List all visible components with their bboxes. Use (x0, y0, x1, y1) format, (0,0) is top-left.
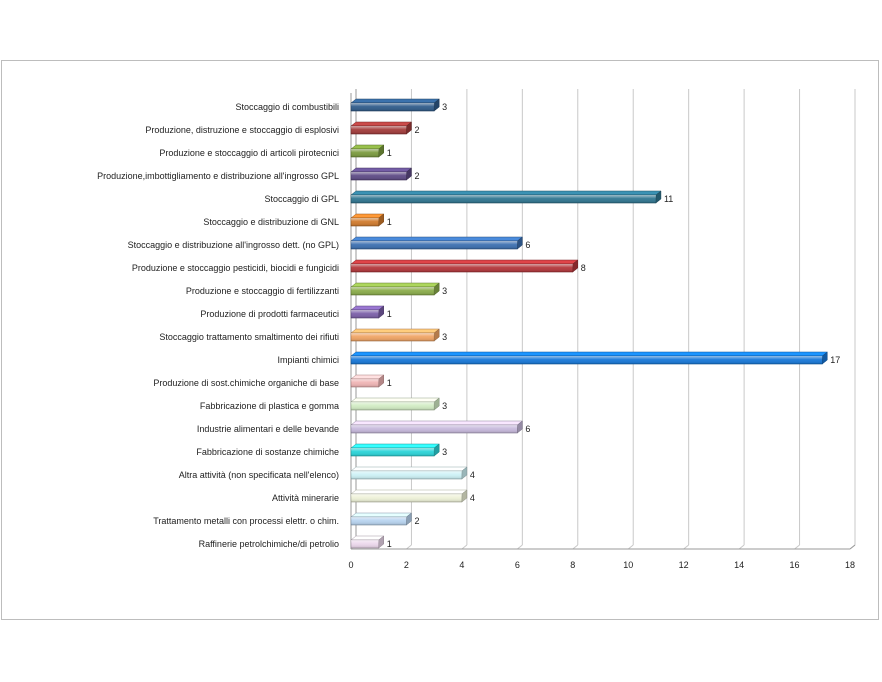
bar (350, 512, 413, 526)
data-label: 11 (664, 194, 673, 204)
gridline-floor (406, 544, 412, 550)
bar (350, 374, 385, 388)
bar (350, 144, 385, 158)
category-label: Stoccaggio e distribuzione di GNL (203, 217, 339, 227)
gridline-floor (572, 544, 579, 550)
category-label: Altra attività (non specificata nell'ele… (179, 470, 339, 480)
data-label: 3 (442, 447, 447, 457)
data-label: 3 (442, 102, 447, 112)
data-label: 1 (387, 217, 392, 227)
data-label: 3 (442, 332, 447, 342)
data-label: 4 (470, 493, 475, 503)
category-label: Produzione di sost.chimiche organiche di… (153, 378, 339, 388)
category-label: Stoccaggio di combustibili (235, 102, 339, 112)
bar (350, 305, 385, 319)
x-tick-labels: 0 2 4 6 8 10 12 14 16 18 (348, 560, 855, 570)
bar (350, 98, 440, 112)
category-labels: Stoccaggio di combustibili Produzione, di… (97, 102, 339, 549)
x-tick-label: 10 (623, 560, 633, 570)
chart-frame: Stoccaggio di combustibili Produzione, di… (1, 60, 879, 620)
gridlines (350, 89, 856, 550)
category-label: Produzione e stoccaggio di articoli piro… (159, 148, 339, 158)
category-label: Attività minerarie (272, 493, 339, 503)
bar (350, 190, 662, 204)
data-label: 2 (414, 171, 419, 181)
bar (350, 121, 413, 135)
bar (350, 328, 440, 342)
x-tick-label: 2 (404, 560, 409, 570)
x-tick-label: 16 (790, 560, 800, 570)
category-label: Stoccaggio e distribuzione all'ingrosso … (128, 240, 339, 250)
data-label: 1 (387, 378, 392, 388)
axes (350, 89, 856, 550)
data-label: 3 (442, 286, 447, 296)
category-label: Industrie alimentari e delle bevande (197, 424, 339, 434)
bar (350, 397, 440, 411)
category-label: Fabbricazione di sostanze chimiche (196, 447, 339, 457)
category-label: Produzione e stoccaggio di fertilizzanti (186, 286, 339, 296)
data-label: 2 (414, 125, 419, 135)
bar (350, 351, 828, 365)
bar (350, 236, 524, 250)
category-label: Stoccaggio trattamento smaltimento dei r… (159, 332, 339, 342)
x-axis-edge (849, 544, 856, 550)
x-tick-label: 0 (348, 560, 353, 570)
bar (350, 420, 524, 434)
x-tick-label: 18 (845, 560, 855, 570)
gridline-floor (738, 544, 745, 550)
bar (350, 213, 385, 227)
data-label: 4 (470, 470, 475, 480)
bar (350, 167, 413, 181)
data-label: 17 (830, 355, 840, 365)
gridline-floor (794, 544, 800, 550)
bars (350, 98, 828, 549)
category-label: Stoccaggio di GPL (264, 194, 339, 204)
x-tick-label: 4 (459, 560, 464, 570)
data-label: 8 (581, 263, 586, 273)
data-label: 1 (387, 309, 392, 319)
gridline-floor (517, 544, 523, 550)
data-label: 1 (387, 539, 392, 549)
x-tick-label: 8 (570, 560, 575, 570)
data-label: 1 (387, 148, 392, 158)
data-label: 3 (442, 401, 447, 411)
gridline-floor (683, 544, 689, 550)
data-label: 6 (525, 240, 530, 250)
bar (350, 466, 468, 480)
category-label: Impianti chimici (277, 355, 339, 365)
category-label: Produzione,imbottigliamento e distribuzi… (97, 171, 339, 181)
bar (350, 282, 440, 296)
bar (350, 489, 468, 503)
bar-chart: Stoccaggio di combustibili Produzione, di… (97, 89, 856, 570)
bar (350, 259, 579, 273)
gridline-floor (461, 544, 468, 550)
data-label: 6 (525, 424, 530, 434)
category-label: Produzione di prodotti farmaceutici (200, 309, 339, 319)
category-label: Produzione e stoccaggio pesticidi, bioci… (132, 263, 339, 273)
category-label: Fabbricazione di plastica e gomma (200, 401, 339, 411)
data-label: 2 (414, 516, 419, 526)
category-label: Raffinerie petrolchimiche/di petrolio (199, 539, 339, 549)
x-tick-label: 14 (734, 560, 744, 570)
x-tick-label: 6 (515, 560, 520, 570)
x-tick-label: 12 (679, 560, 689, 570)
bar (350, 535, 385, 549)
category-label: Produzione, distruzione e stoccaggio di … (145, 125, 339, 135)
gridline-floor (627, 544, 634, 550)
category-label: Trattamento metalli con processi elettr.… (153, 516, 339, 526)
bar (350, 443, 440, 457)
